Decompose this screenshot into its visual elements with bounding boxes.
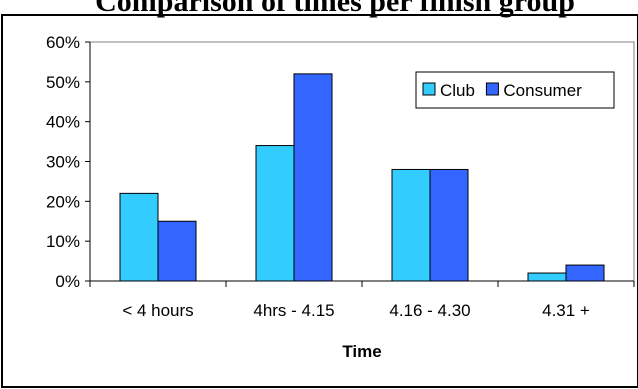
bar-club-3 (391, 168, 431, 282)
chart-area-border (1, 14, 638, 388)
bar-club-1 (119, 192, 159, 282)
legend-label-consumer: Consumer (503, 81, 582, 100)
y-tick-label: 20% (46, 192, 80, 211)
chart-title: Comparison of times per finish group (95, 0, 575, 18)
bar-consumer-2 (293, 73, 333, 282)
bar-consumer-3 (429, 168, 469, 282)
y-tick-label: 50% (46, 73, 80, 92)
y-tick-label: 40% (46, 113, 80, 132)
bar-consumer-4 (565, 264, 605, 282)
bar-consumer-1 (157, 220, 197, 282)
legend-swatch-club (422, 82, 436, 96)
bar-club-2 (255, 145, 295, 282)
y-tick-label: 60% (46, 33, 80, 52)
y-tick-label: 30% (46, 153, 80, 172)
y-tick-label: 0% (55, 272, 80, 291)
legend-swatch-consumer (485, 82, 499, 96)
bar-club-4 (527, 272, 567, 282)
legend-box (415, 71, 615, 109)
x-axis-title: Time (342, 342, 381, 361)
x-tick-label: 4.31 + (542, 301, 590, 320)
x-tick-label: 4hrs - 4.15 (253, 301, 334, 320)
x-tick-label: 4.16 - 4.30 (389, 301, 470, 320)
x-tick-label: < 4 hours (122, 301, 193, 320)
y-tick-label: 10% (46, 232, 80, 251)
legend-label-club: Club (440, 81, 475, 100)
